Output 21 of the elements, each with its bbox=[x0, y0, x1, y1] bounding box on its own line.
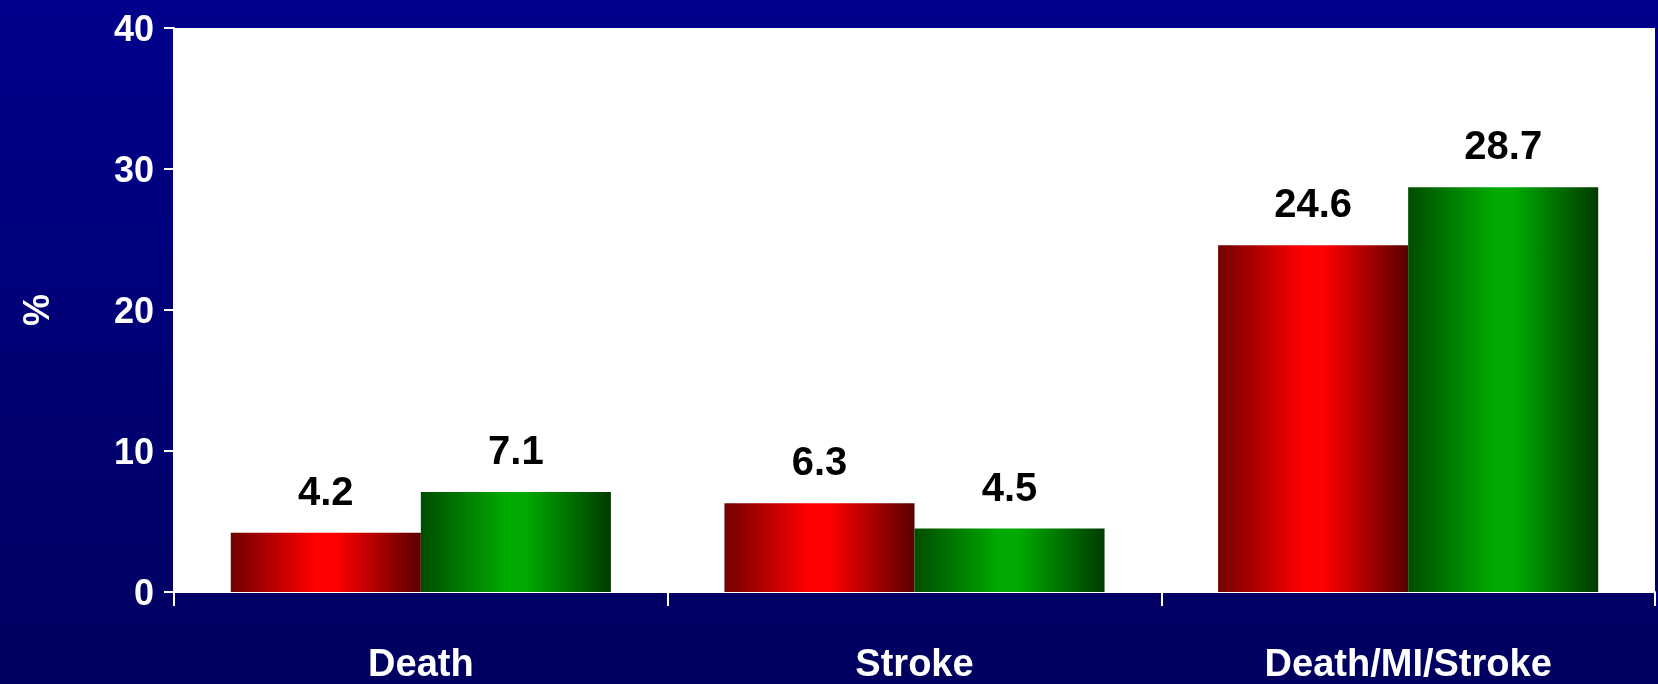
data-label: 4.5 bbox=[981, 464, 1038, 509]
bar bbox=[230, 532, 421, 592]
x-tick-label: Death/MI/Stroke bbox=[1264, 642, 1552, 684]
y-axis-title: % bbox=[15, 293, 57, 327]
y-tick-label: 10 bbox=[113, 430, 154, 472]
y-tick-label: 40 bbox=[113, 7, 154, 49]
data-label: 4.2 bbox=[298, 468, 354, 513]
bar bbox=[420, 491, 611, 592]
data-label: 24.6 bbox=[1274, 181, 1353, 226]
data-label: 28.7 bbox=[1464, 123, 1543, 168]
x-tick-label: Death bbox=[368, 642, 474, 684]
data-label: 6.3 bbox=[791, 439, 848, 484]
bar bbox=[914, 528, 1105, 592]
bar bbox=[1408, 187, 1599, 592]
bar bbox=[1218, 245, 1409, 592]
bar bbox=[724, 503, 915, 592]
y-tick-label: 20 bbox=[113, 289, 154, 331]
y-tick-label: 30 bbox=[113, 148, 154, 190]
y-tick-label: 0 bbox=[133, 571, 154, 613]
x-tick-label: Stroke bbox=[855, 642, 974, 684]
data-label: 7.1 bbox=[488, 427, 544, 472]
